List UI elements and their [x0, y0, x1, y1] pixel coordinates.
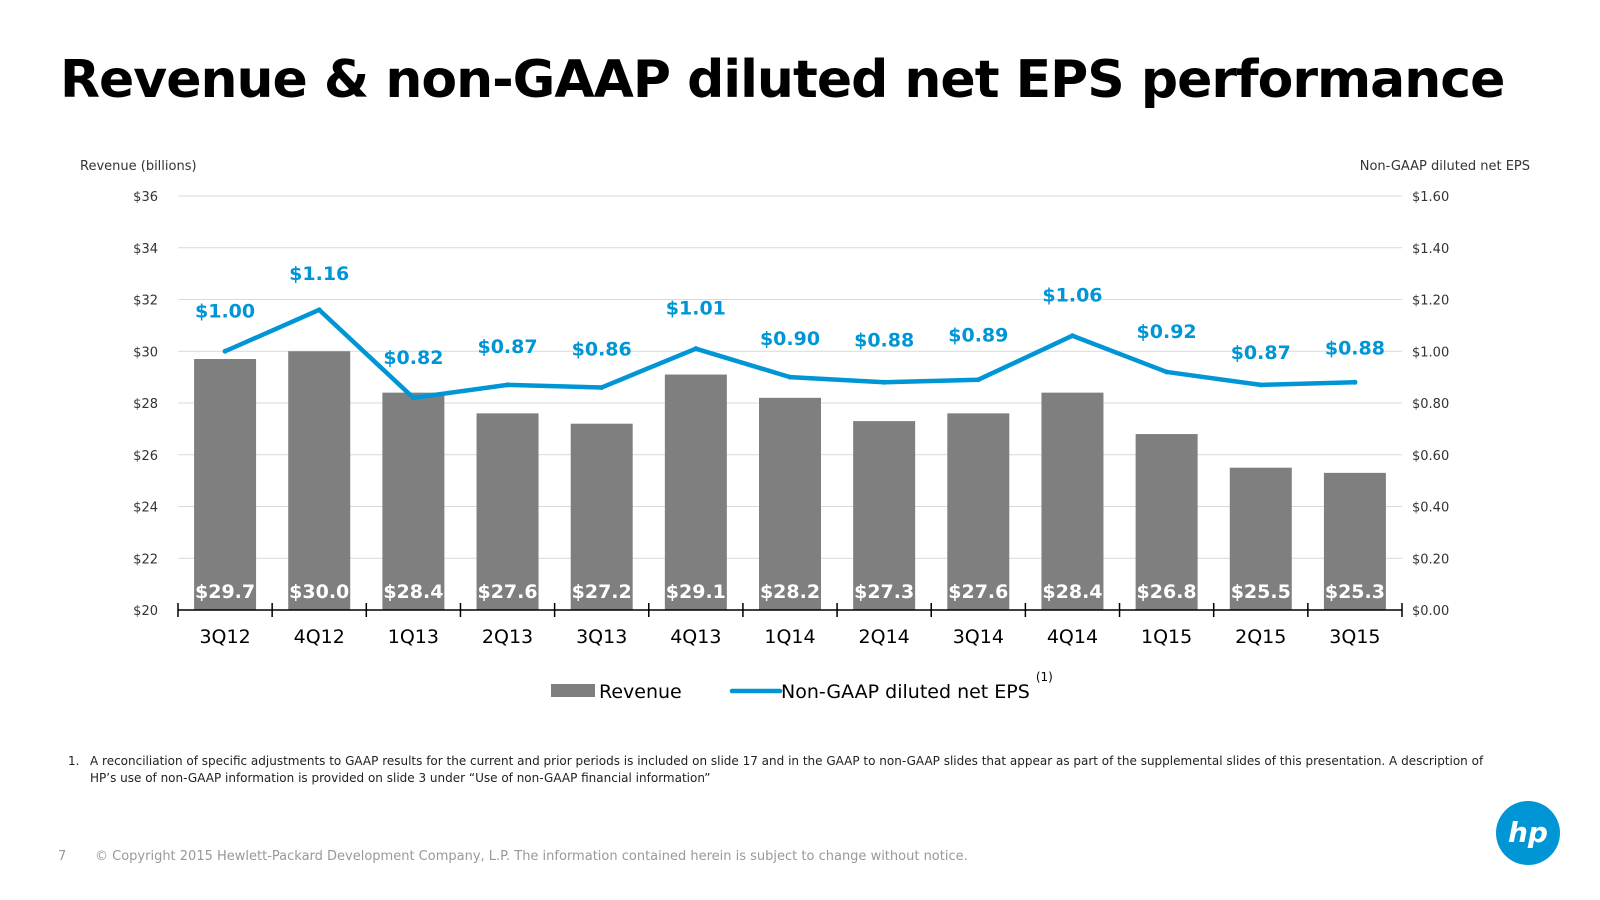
x-tick-label: 1Q15 [1141, 626, 1192, 648]
y-tick-label: $32 [133, 294, 158, 309]
y-tick-label: $36 [133, 190, 158, 205]
revenue-bar-label: $27.6 [948, 581, 1008, 603]
eps-data-label: $0.86 [572, 338, 632, 360]
x-tick-label: 4Q14 [1047, 626, 1098, 648]
revenue-bar-label: $25.3 [1325, 581, 1385, 603]
page-number: 7 [58, 849, 67, 864]
y2-tick-label: $0.40 [1412, 501, 1449, 516]
y2-tick-label: $0.60 [1412, 449, 1449, 464]
y2-tick-label: $1.20 [1412, 294, 1449, 309]
y-tick-label: $20 [133, 604, 158, 619]
eps-data-label: $0.87 [1231, 342, 1291, 364]
revenue-bar-label: $30.0 [289, 581, 349, 603]
eps-point [881, 379, 887, 385]
revenue-bar-label: $27.3 [854, 581, 914, 603]
x-tick-label: 2Q15 [1235, 626, 1286, 648]
copyright-notice: © Copyright 2015 Hewlett-Packard Develop… [95, 849, 968, 864]
eps-point [316, 307, 322, 313]
footnote-number: 1. [68, 754, 80, 768]
y2-tick-label: $1.60 [1412, 190, 1449, 205]
x-tick-label: 3Q14 [953, 626, 1004, 648]
legend-superscript: (1) [1036, 670, 1053, 684]
x-tick-label: 1Q13 [388, 626, 439, 648]
y2-tick-label: $1.40 [1412, 242, 1449, 257]
footnote-text: A reconciliation of specific adjustments… [90, 754, 1484, 785]
eps-data-label: $1.16 [289, 263, 349, 285]
revenue-bar [947, 413, 1010, 610]
revenue-bar-label: $29.1 [666, 581, 726, 603]
slide-title: Revenue & non-GAAP diluted net EPS perfo… [60, 50, 1505, 110]
revenue-bar-label: $27.6 [477, 581, 537, 603]
y2-tick-label: $1.00 [1412, 345, 1449, 360]
y-tick-label: $24 [133, 501, 158, 516]
eps-data-label: $1.01 [666, 298, 726, 320]
x-tick-label: 1Q14 [764, 626, 815, 648]
eps-data-label: $0.92 [1137, 321, 1197, 343]
hp-logo-icon: hp [1496, 801, 1560, 865]
eps-point [222, 348, 228, 354]
revenue-bar [288, 351, 351, 610]
y2-tick-label: $0.20 [1412, 552, 1449, 567]
eps-point [505, 382, 511, 388]
eps-data-label: $0.87 [477, 336, 537, 358]
eps-point [975, 377, 981, 383]
eps-point [787, 374, 793, 380]
x-tick-label: 4Q13 [670, 626, 721, 648]
revenue-eps-chart: $20 $0.00 $22 $0.20 $24 $0.40 $26 $0.60 $28 $0.80… [80, 159, 1530, 703]
x-tick-label: 2Q14 [859, 626, 910, 648]
legend-label-revenue: Revenue [599, 681, 682, 703]
eps-data-label: $0.88 [1325, 337, 1385, 359]
revenue-bar-label: $25.5 [1231, 581, 1291, 603]
y-tick-label: $26 [133, 449, 158, 464]
legend-swatch-revenue [551, 684, 595, 697]
eps-point [599, 384, 605, 390]
eps-point [1258, 382, 1264, 388]
y2-axis-title: Non-GAAP diluted net EPS [1360, 159, 1530, 174]
revenue-bar-label: $27.2 [572, 581, 632, 603]
x-tick-label: 2Q13 [482, 626, 533, 648]
x-tick-label: 3Q13 [576, 626, 627, 648]
eps-point [693, 346, 699, 352]
revenue-bar [476, 413, 539, 610]
revenue-bar-label: $28.4 [383, 581, 443, 603]
y-tick-label: $28 [133, 397, 158, 412]
eps-data-label: $1.00 [195, 300, 255, 322]
revenue-bar-label: $26.8 [1137, 581, 1197, 603]
y-tick-label: $34 [133, 242, 158, 257]
y-tick-label: $22 [133, 552, 158, 567]
y-axis-title: Revenue (billions) [80, 159, 197, 174]
eps-data-label: $0.89 [948, 325, 1008, 347]
y-tick-label: $30 [133, 345, 158, 360]
hp-logo-text: hp [1508, 816, 1548, 849]
revenue-bar [570, 423, 633, 610]
eps-data-label: $0.90 [760, 328, 820, 350]
x-tick-label: 4Q12 [294, 626, 345, 648]
revenue-bar [759, 397, 821, 610]
eps-data-label: $0.88 [854, 329, 914, 351]
revenue-bar-label: $29.7 [195, 581, 255, 603]
y2-tick-label: $0.00 [1412, 604, 1449, 619]
y2-tick-label: $0.80 [1412, 397, 1449, 412]
footnote: 1. A reconciliation of specific adjustme… [68, 753, 1488, 787]
revenue-bar [853, 421, 916, 610]
revenue-bar [1135, 434, 1198, 610]
eps-data-label: $1.06 [1042, 285, 1102, 307]
revenue-bar-label: $28.4 [1042, 581, 1102, 603]
eps-point [1069, 333, 1075, 339]
revenue-bar [664, 374, 727, 610]
revenue-bar [194, 359, 257, 610]
revenue-bar [382, 392, 445, 610]
x-tick-label: 3Q12 [199, 626, 250, 648]
eps-data-label: $0.82 [383, 347, 443, 369]
revenue-bar [1041, 392, 1104, 610]
eps-point [410, 395, 416, 401]
revenue-bar [1323, 472, 1386, 610]
revenue-bar [1229, 467, 1292, 610]
x-tick-label: 3Q15 [1329, 626, 1380, 648]
legend-label-eps: Non-GAAP diluted net EPS [781, 681, 1030, 703]
eps-point [1164, 369, 1170, 375]
eps-point [1352, 379, 1358, 385]
revenue-bar-label: $28.2 [760, 581, 820, 603]
